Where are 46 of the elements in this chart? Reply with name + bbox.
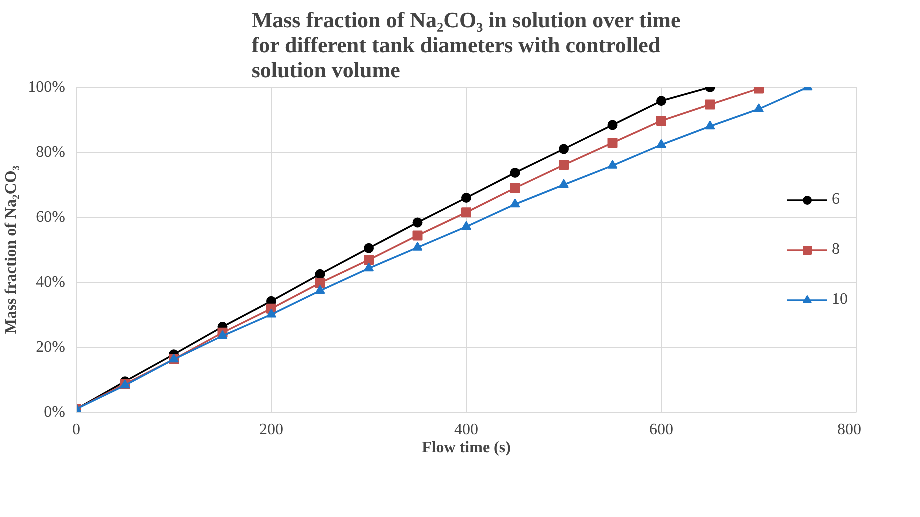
point xyxy=(315,269,326,280)
point xyxy=(364,255,374,266)
legend-label: 6 xyxy=(832,190,841,208)
point xyxy=(656,96,666,106)
point xyxy=(608,160,618,169)
legend-label: 8 xyxy=(832,240,841,258)
y-tick-label: 20% xyxy=(36,339,66,356)
point xyxy=(510,198,520,208)
point xyxy=(656,139,666,148)
point xyxy=(754,104,764,112)
x-tick-label: 600 xyxy=(650,422,674,438)
point xyxy=(412,242,423,251)
point xyxy=(656,116,666,126)
point xyxy=(364,243,374,254)
point xyxy=(608,120,618,130)
y-tick-label: 80% xyxy=(36,144,66,161)
y-tick-label: 60% xyxy=(36,209,66,226)
y-axis-title: Mass fraction of Na₂CO₃ xyxy=(3,166,20,334)
x-axis-title: Flow time (s) xyxy=(422,440,511,456)
x-tick-label: 0 xyxy=(72,422,80,438)
point xyxy=(705,100,716,110)
point xyxy=(412,218,423,228)
x-tick-label: 800 xyxy=(838,422,862,438)
point xyxy=(315,278,326,288)
point xyxy=(559,179,569,188)
point xyxy=(559,144,569,154)
point xyxy=(412,230,423,241)
point xyxy=(364,262,374,272)
point xyxy=(462,193,472,203)
chart-title: Mass fraction of Na₂CO₃ in solution over time for different tank diameters with controlled solution volume xyxy=(252,8,681,82)
x-tick-label: 200 xyxy=(260,422,284,438)
point xyxy=(608,138,618,148)
x-tick-label: 400 xyxy=(454,422,478,438)
legend-label: 10 xyxy=(832,290,849,308)
point xyxy=(218,330,228,340)
point xyxy=(559,160,569,170)
y-tick-label: 100% xyxy=(28,79,66,96)
y-tick-label: 40% xyxy=(36,274,66,291)
point xyxy=(462,208,472,218)
point xyxy=(510,183,520,194)
point xyxy=(705,120,716,130)
point xyxy=(510,168,520,178)
point xyxy=(462,221,472,230)
y-tick-label: 0% xyxy=(44,404,66,421)
point xyxy=(315,285,326,294)
point xyxy=(266,308,276,318)
